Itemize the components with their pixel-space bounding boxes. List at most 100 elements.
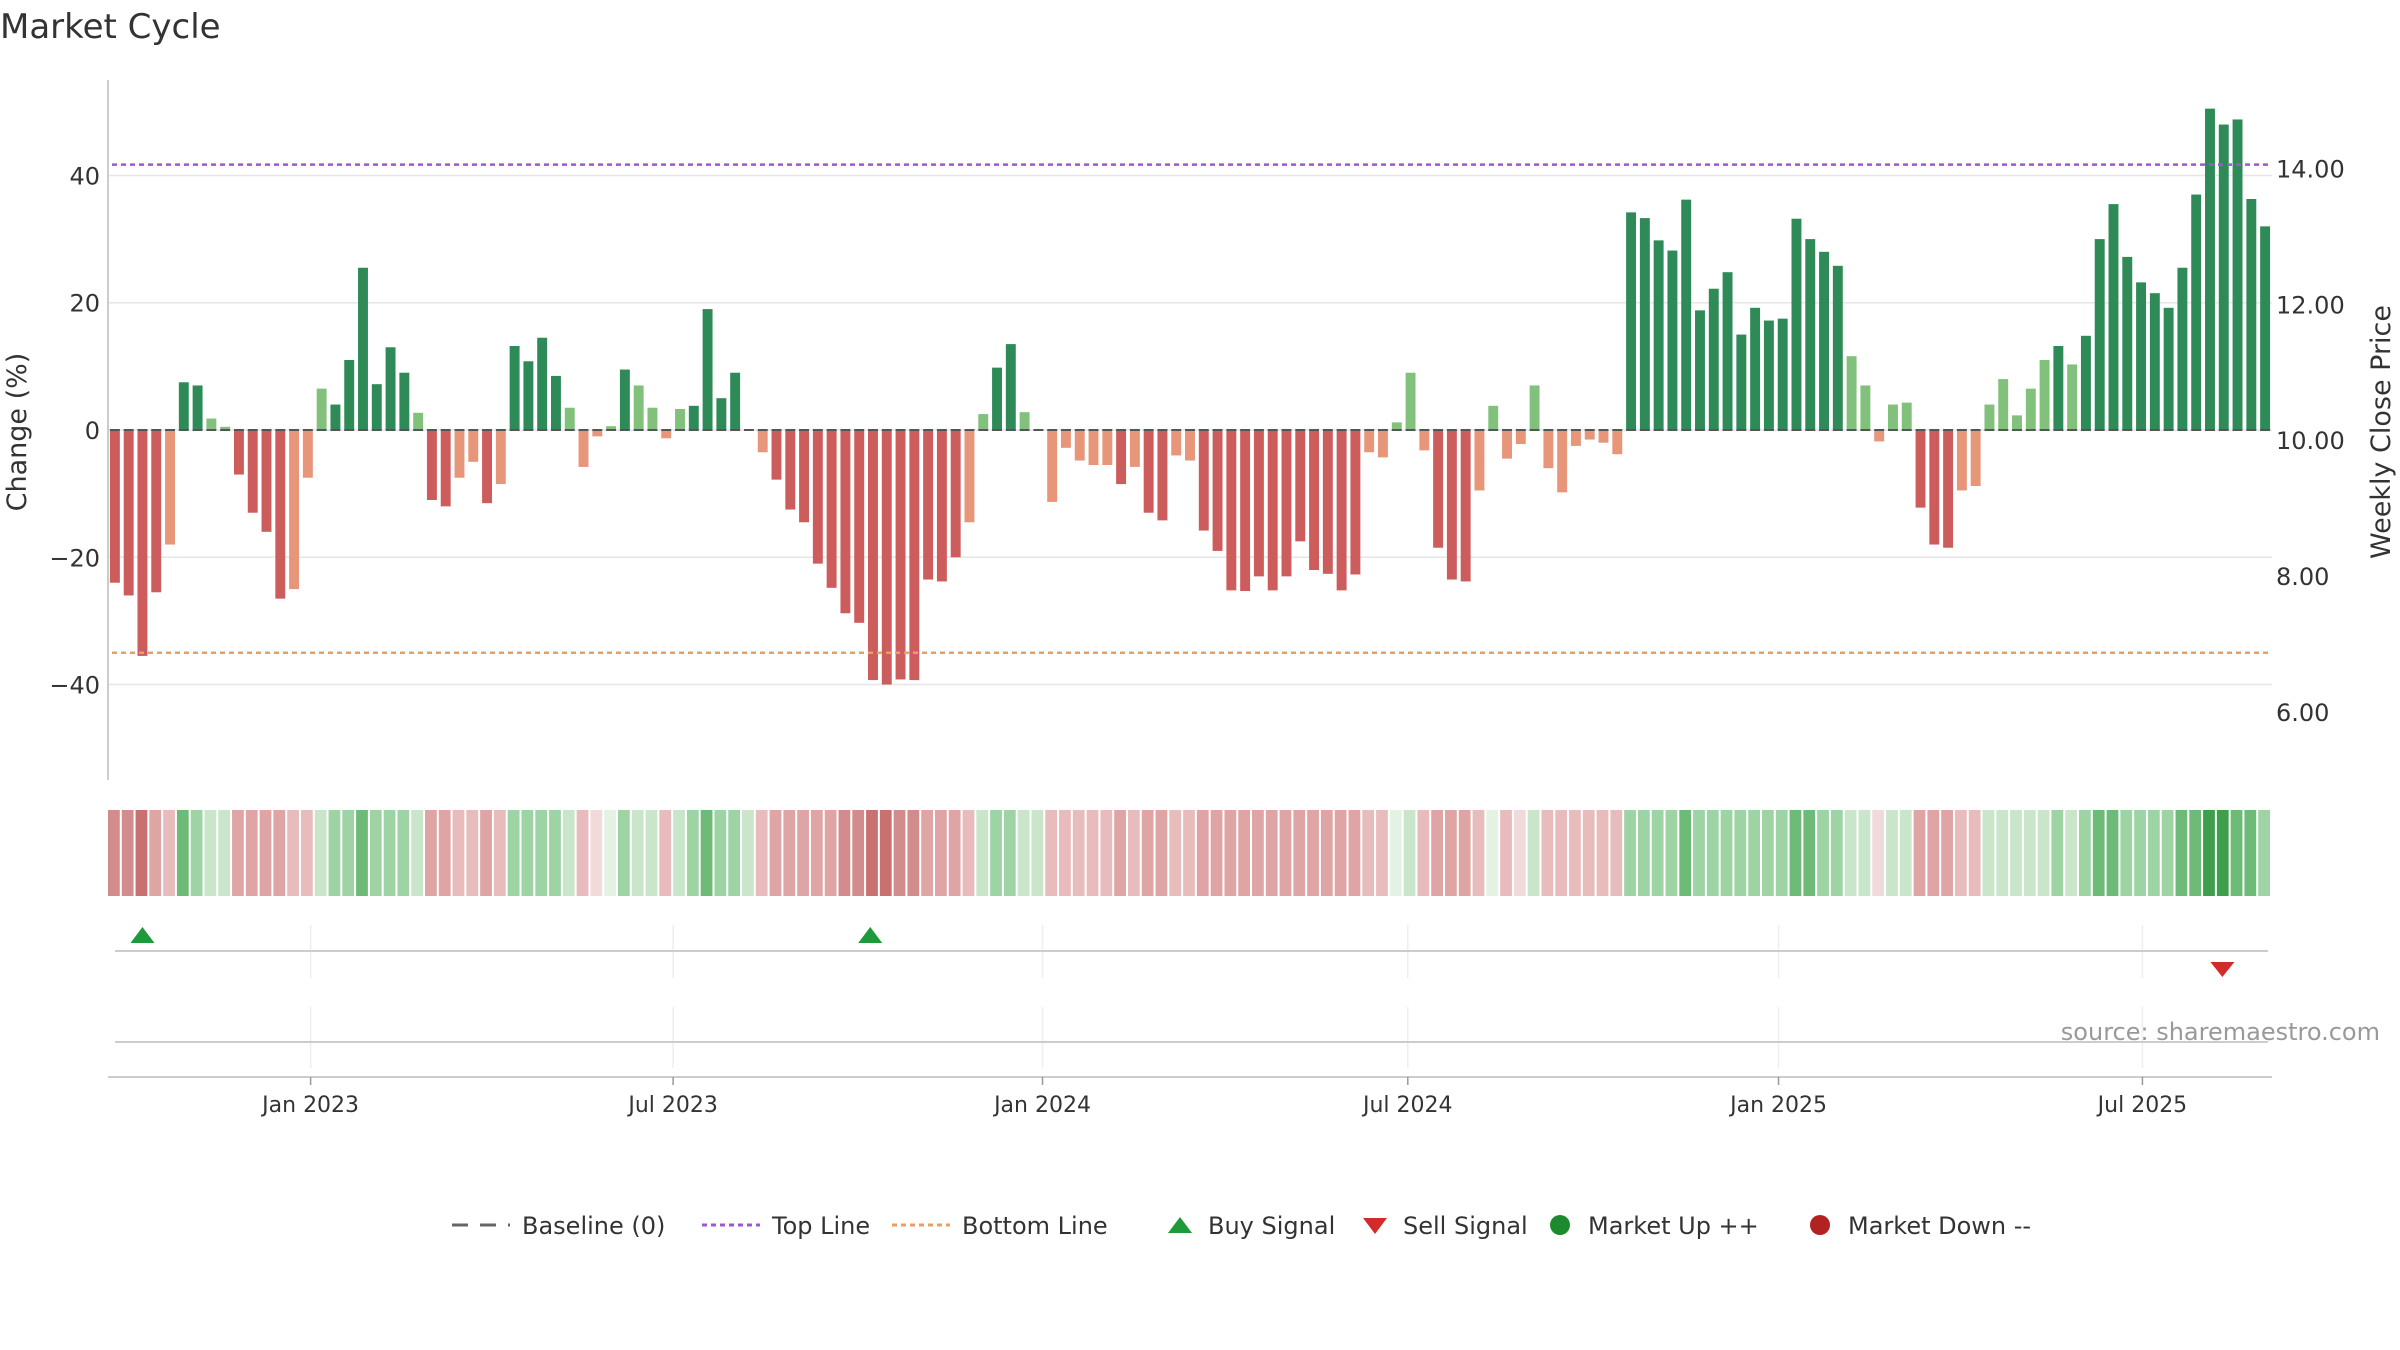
- heat-cell: [1444, 810, 1457, 896]
- change-bar: [440, 430, 451, 507]
- heat-cell: [425, 810, 437, 896]
- x-tick-label: Jul 2024: [1361, 1093, 1453, 1118]
- heat-cell: [2147, 810, 2160, 896]
- heat-cell: [673, 810, 685, 896]
- legend-item: Top Line: [702, 1212, 870, 1240]
- change-bar: [137, 430, 148, 656]
- heat-cell: [1858, 810, 1871, 896]
- change-bar: [2039, 360, 2050, 430]
- heat-cell: [1899, 810, 1912, 896]
- change-bar: [1474, 430, 1485, 491]
- change-bar: [2163, 307, 2174, 430]
- change-bar: [1598, 430, 1609, 443]
- heat-cell: [742, 810, 754, 896]
- heat-cell: [659, 810, 672, 896]
- legend-label: Baseline (0): [522, 1212, 665, 1240]
- legend-circle-icon: [1550, 1215, 1570, 1235]
- change-bar: [2122, 256, 2133, 430]
- heat-cell: [1927, 810, 1940, 896]
- heat-cell: [1872, 810, 1885, 896]
- heat-cell: [2065, 810, 2078, 896]
- change-bar: [289, 430, 300, 590]
- heat-cell: [1376, 810, 1388, 896]
- heat-cell: [149, 810, 162, 896]
- change-bar: [909, 430, 920, 681]
- legend-label: Market Down --: [1848, 1212, 2031, 1240]
- heat-cell: [921, 810, 934, 896]
- heat-cell: [2051, 810, 2064, 896]
- change-bar: [1253, 430, 1264, 577]
- heat-cell: [1596, 810, 1609, 896]
- heat-cell: [1569, 810, 1581, 896]
- heat-cell: [810, 810, 823, 896]
- change-bar: [1143, 430, 1154, 513]
- heat-cell: [1320, 810, 1333, 896]
- heat-cell: [2010, 810, 2022, 896]
- heat-cell: [1086, 810, 1099, 896]
- buy-triangle-icon: [1168, 1217, 1192, 1233]
- change-bar: [1763, 320, 1774, 430]
- change-bar: [675, 409, 685, 430]
- change-bar: [799, 430, 810, 523]
- change-bar: [468, 430, 479, 462]
- change-bar: [2053, 346, 2064, 430]
- change-bar: [1502, 430, 1512, 459]
- change-bar: [1460, 430, 1471, 582]
- change-bar: [523, 361, 534, 430]
- heat-cell: [1996, 810, 2009, 896]
- change-bar: [1819, 251, 1830, 430]
- change-bar: [923, 430, 934, 580]
- heat-cell: [1817, 810, 1829, 896]
- heat-cell: [1665, 810, 1678, 896]
- change-bar: [1529, 385, 1540, 430]
- change-bar: [1116, 430, 1127, 485]
- y-tick-label: −20: [49, 544, 100, 572]
- change-bar: [1102, 430, 1113, 465]
- change-bar: [1832, 265, 1843, 430]
- heat-cell: [369, 810, 382, 896]
- change-bar: [1364, 430, 1375, 453]
- heat-cell: [1210, 810, 1223, 896]
- heat-cell: [1238, 810, 1251, 896]
- heat-cell: [1555, 810, 1568, 896]
- heat-cell: [1541, 810, 1554, 896]
- heat-cell: [976, 810, 989, 896]
- heat-cell: [714, 810, 727, 896]
- y-tick-label: 40: [69, 162, 100, 190]
- change-bar: [1998, 379, 2009, 430]
- heat-cell: [1968, 810, 1981, 896]
- heat-cell: [1141, 810, 1154, 896]
- heat-cell: [2092, 810, 2105, 896]
- heat-cell: [1651, 810, 1664, 896]
- heat-cell: [686, 810, 699, 896]
- heat-cell: [755, 810, 768, 896]
- heat-cell: [1403, 810, 1416, 896]
- change-bar: [247, 430, 258, 513]
- change-bar: [1901, 402, 1912, 430]
- heat-cell: [190, 810, 203, 896]
- y-tick-label: 0: [85, 417, 100, 445]
- heat-cell: [797, 810, 809, 896]
- heat-cell: [907, 810, 920, 896]
- change-bar: [1198, 430, 1209, 531]
- change-bar: [192, 385, 203, 430]
- heat-cell: [783, 810, 796, 896]
- heat-cell: [1031, 810, 1044, 896]
- change-bar: [578, 430, 589, 467]
- change-bar: [647, 407, 658, 430]
- heat-cell: [1472, 810, 1485, 896]
- change-bar: [1488, 405, 1499, 430]
- heat-cell: [287, 810, 299, 896]
- heat-cell: [300, 810, 313, 896]
- heat-cell: [1458, 810, 1471, 896]
- heat-cell: [521, 810, 534, 896]
- change-bar: [1212, 430, 1223, 551]
- buy-signal-marker: [858, 927, 883, 943]
- heat-cell: [1830, 810, 1843, 896]
- heat-cell: [2230, 810, 2243, 896]
- y2-axis-label: Weekly Close Price: [2366, 305, 2397, 559]
- change-bar: [1570, 430, 1581, 446]
- heat-cell: [769, 810, 782, 896]
- heat-cell: [2189, 810, 2202, 896]
- change-bar: [950, 430, 961, 558]
